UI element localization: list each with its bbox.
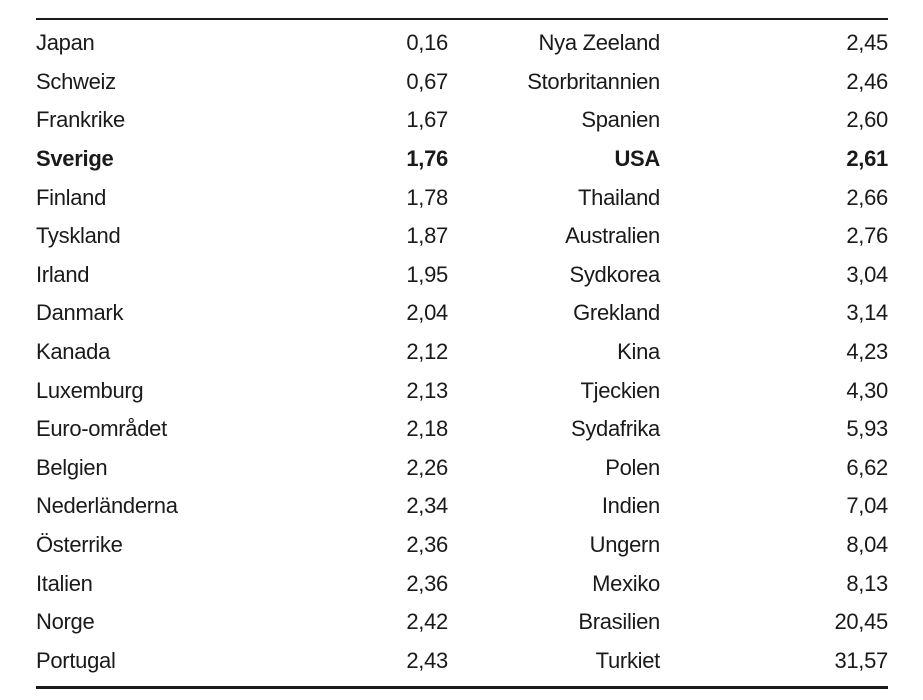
value-left-cell: 1,76: [406, 146, 448, 172]
table-row: Euro-området 2,18 Sydafrika 5,93: [36, 410, 888, 449]
country-left-cell: Nederländerna: [36, 493, 178, 519]
country-left-cell: Finland: [36, 184, 107, 210]
table-row: Schweiz 0,67 Storbritannien 2,46: [36, 63, 888, 102]
country-left-cell: Kanada: [36, 339, 111, 365]
country-left-cell: Irland: [36, 261, 90, 287]
value-right-cell: 5,93: [846, 416, 888, 442]
value-left-cell: 1,78: [406, 184, 448, 210]
value-right-cell: 6,62: [846, 454, 888, 480]
value-left-cell: 1,67: [406, 107, 448, 133]
country-left-cell: Japan: [36, 30, 95, 56]
value-right-cell: 4,23: [846, 339, 888, 365]
table-row: Belgien 2,26 Polen 6,62: [36, 449, 888, 488]
country-right-cell: Storbritannien: [527, 68, 660, 94]
table-top-rule: [36, 18, 888, 20]
country-right-cell: Tjeckien: [580, 377, 660, 403]
country-right-cell: Grekland: [573, 300, 660, 326]
value-left-cell: 2,26: [406, 454, 448, 480]
table-row: Nederländerna 2,34 Indien 7,04: [36, 487, 888, 526]
country-right-cell: Polen: [605, 454, 660, 480]
country-right-cell: Turkiet: [595, 647, 661, 673]
country-left-cell: Sverige: [36, 146, 114, 172]
country-right-cell: Mexiko: [592, 570, 660, 596]
value-right-cell: 2,66: [846, 184, 888, 210]
value-left-cell: 2,43: [406, 647, 448, 673]
value-right-cell: 3,04: [846, 261, 888, 287]
table-row: Italien 2,36 Mexiko 8,13: [36, 564, 888, 603]
country-right-cell: Sydafrika: [570, 416, 660, 442]
table-bottom-rule: [36, 686, 888, 690]
value-left-cell: 2,42: [406, 609, 448, 635]
value-right-cell: 8,13: [846, 570, 888, 596]
country-right-cell: Nya Zeeland: [538, 30, 661, 56]
value-right-cell: 2,45: [846, 30, 888, 56]
country-left-cell: Euro-området: [36, 416, 167, 442]
value-left-cell: 0,67: [406, 68, 448, 94]
table-row: Luxemburg 2,13 Tjeckien 4,30: [36, 371, 888, 410]
value-right-cell: 7,04: [846, 493, 888, 519]
table-row: Tyskland 1,87 Australien 2,76: [36, 217, 888, 256]
value-left-cell: 2,36: [406, 532, 448, 558]
table-row: Japan 0,16 Nya Zeeland 2,45: [36, 24, 888, 63]
country-left-cell: Tyskland: [36, 223, 121, 249]
table-row: Sverige 1,76 USA 2,61: [36, 140, 888, 179]
country-right-cell: USA: [614, 146, 660, 172]
value-left-cell: 2,36: [406, 570, 448, 596]
country-right-cell: Sydkorea: [569, 261, 660, 287]
country-right-cell: Kina: [617, 339, 660, 365]
value-left-cell: 0,16: [406, 30, 448, 56]
table-row: Portugal 2,43 Turkiet 31,57: [36, 642, 888, 681]
country-left-cell: Österrike: [36, 532, 123, 558]
country-left-cell: Danmark: [36, 300, 124, 326]
country-left-cell: Norge: [36, 609, 95, 635]
value-left-cell: 2,13: [406, 377, 448, 403]
table-row: Kanada 2,12 Kina 4,23: [36, 333, 888, 372]
country-right-cell: Australien: [565, 223, 660, 249]
table-row: Frankrike 1,67 Spanien 2,60: [36, 101, 888, 140]
country-left-cell: Schweiz: [36, 68, 116, 94]
table-row: Finland 1,78 Thailand 2,66: [36, 178, 888, 217]
value-left-cell: 2,04: [406, 300, 448, 326]
country-right-cell: Indien: [601, 493, 660, 519]
value-right-cell: 3,14: [846, 300, 888, 326]
table-rows: Japan 0,16 Nya Zeeland 2,45 Schweiz 0,67 Storb…: [36, 20, 888, 680]
country-right-cell: Ungern: [589, 532, 661, 558]
data-table: Japan 0,16 Nya Zeeland 2,45 Schweiz 0,67 Storb…: [36, 18, 888, 690]
table-row: Irland 1,95 Sydkorea 3,04: [36, 256, 888, 295]
value-left-cell: 2,34: [406, 493, 448, 519]
country-left-cell: Luxemburg: [36, 377, 144, 403]
value-right-cell: 20,45: [834, 609, 888, 635]
country-left-cell: Italien: [36, 570, 93, 596]
value-right-cell: 2,76: [846, 223, 888, 249]
value-right-cell: 2,46: [846, 68, 888, 94]
country-left-cell: Frankrike: [36, 107, 125, 133]
value-right-cell: 2,60: [846, 107, 888, 133]
value-left-cell: 1,87: [406, 223, 448, 249]
country-right-cell: Brasilien: [578, 609, 660, 635]
value-right-cell: 4,30: [846, 377, 888, 403]
table-row: Danmark 2,04 Grekland 3,14: [36, 294, 888, 333]
value-right-cell: 8,04: [846, 532, 888, 558]
value-left-cell: 1,95: [406, 261, 448, 287]
value-left-cell: 2,18: [406, 416, 448, 442]
value-right-cell: 31,57: [834, 647, 888, 673]
table-row: Norge 2,42 Brasilien 20,45: [36, 603, 888, 642]
value-left-cell: 2,12: [406, 339, 448, 365]
value-right-cell: 2,61: [846, 146, 888, 172]
country-right-cell: Thailand: [578, 184, 660, 210]
country-right-cell: Spanien: [581, 107, 660, 133]
table-row: Österrike 2,36 Ungern 8,04: [36, 526, 888, 565]
country-left-cell: Belgien: [36, 454, 108, 480]
country-left-cell: Portugal: [36, 647, 116, 673]
